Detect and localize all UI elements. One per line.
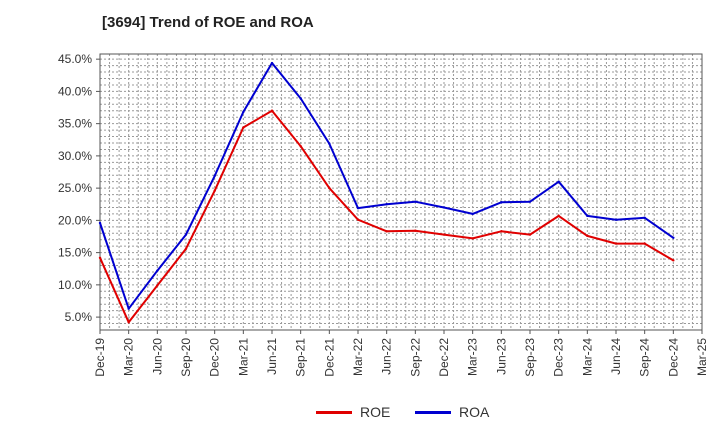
data-point-roe: [528, 233, 532, 236]
data-point-roa: [242, 110, 245, 114]
chart-title: [3694] Trend of ROE and ROA: [102, 14, 314, 31]
data-point-roa: [184, 233, 188, 236]
x-tick-label: Dec-23: [552, 338, 566, 377]
y-tick-label: 5.0%: [65, 310, 93, 324]
x-tick-label: Sep-21: [294, 338, 308, 377]
data-point-roa: [414, 200, 417, 203]
x-tick-label: Sep-22: [408, 338, 422, 377]
y-tick-label: 40.0%: [58, 84, 92, 98]
data-point-roe: [213, 189, 216, 192]
y-tick-label: 20.0%: [58, 213, 92, 227]
data-point-roe: [586, 234, 589, 238]
data-point-roe: [385, 230, 388, 233]
x-tick-label: Mar-21: [236, 338, 250, 376]
x-tick-label: Dec-21: [322, 338, 336, 377]
x-tick-label: Sep-23: [523, 338, 537, 377]
x-tick-label: Dec-20: [208, 338, 222, 377]
y-tick-label: 35.0%: [58, 117, 92, 131]
data-point-roe: [127, 321, 130, 324]
y-tick-label: 30.0%: [58, 149, 92, 163]
data-point-roa: [385, 203, 388, 206]
data-point-roe: [270, 109, 274, 112]
data-point-roa: [643, 216, 646, 219]
data-point-roe: [98, 256, 102, 259]
x-tick-label: Jun-22: [380, 338, 394, 375]
data-point-roe: [414, 229, 417, 232]
y-tick-label: 45.0%: [58, 52, 92, 66]
data-point-roa: [672, 236, 675, 239]
data-point-roa: [586, 214, 589, 218]
data-point-roa: [127, 307, 130, 310]
x-tick-label: Sep-24: [638, 338, 652, 377]
y-tick-label: 10.0%: [58, 278, 92, 292]
plot-border: [99, 53, 703, 331]
x-tick-label: Jun-20: [150, 338, 164, 375]
data-point-roe: [356, 218, 360, 221]
data-point-roa: [328, 142, 331, 145]
x-tick-label: Mar-23: [466, 338, 480, 376]
legend-swatch-roa: [415, 410, 451, 414]
x-tick-label: Mar-20: [122, 338, 136, 376]
x-tick-label: Mar-24: [580, 338, 594, 376]
data-point-roe: [156, 284, 159, 287]
data-point-roe: [672, 259, 675, 262]
plot-area: [100, 54, 702, 330]
x-tick-label: Sep-20: [179, 338, 193, 377]
data-point-roa: [442, 206, 446, 209]
x-tick-label: Mar-22: [351, 338, 365, 376]
chart-legend: ROE ROA: [0, 404, 720, 426]
legend-swatch-roe: [316, 410, 352, 414]
x-tick-label: Jun-21: [265, 338, 279, 375]
data-point-roe: [299, 145, 302, 148]
legend-label-roa: ROA: [459, 404, 490, 420]
x-tick-label: Jun-24: [609, 338, 623, 375]
data-point-roe: [643, 242, 646, 245]
data-point-roa: [213, 174, 216, 178]
x-tick-label: Jun-23: [494, 338, 508, 375]
data-point-roe: [242, 126, 245, 129]
legend-item-roe: ROE: [316, 404, 390, 420]
legend-label-roe: ROE: [360, 404, 391, 420]
data-point-roe: [614, 242, 618, 245]
data-point-roa: [299, 97, 302, 100]
data-point-roe: [500, 230, 503, 233]
data-point-roa: [270, 61, 274, 65]
y-tick-label: 25.0%: [58, 181, 92, 195]
data-point-roe: [184, 247, 188, 250]
data-point-roe: [471, 237, 474, 240]
data-point-roa: [156, 269, 159, 272]
data-point-roa: [356, 206, 360, 210]
data-point-roe: [442, 233, 446, 236]
x-tick-label: Mar-25: [695, 338, 709, 376]
data-point-roa: [528, 200, 532, 203]
x-tick-label: Dec-22: [437, 338, 451, 377]
data-point-roe: [557, 214, 560, 218]
data-point-roa: [500, 201, 503, 204]
legend-item-roa: ROA: [415, 404, 489, 420]
data-point-roe: [328, 186, 331, 190]
data-point-roa: [614, 218, 618, 221]
x-tick-label: Dec-19: [93, 338, 107, 377]
data-point-roa: [98, 221, 102, 225]
x-tick-label: Dec-24: [666, 338, 680, 377]
y-tick-label: 15.0%: [58, 246, 92, 260]
data-point-roa: [557, 180, 560, 183]
data-point-roa: [471, 212, 474, 216]
